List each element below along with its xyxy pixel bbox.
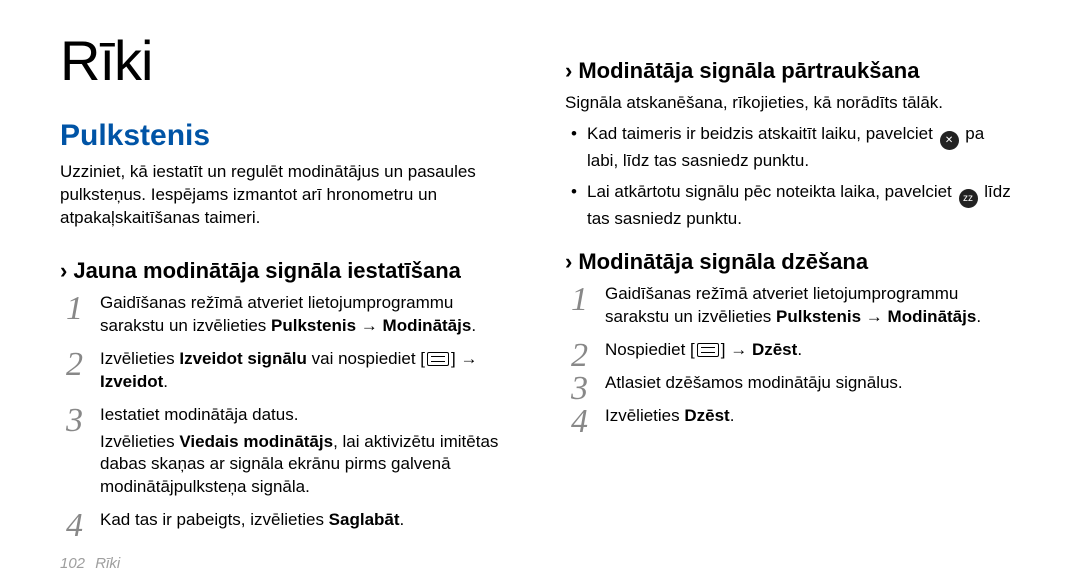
step-item: Izvēlieties Izveidot signālu vai nospied… (60, 348, 515, 394)
bullet-item: Kad taimeris ir beidzis atskaitīt laiku,… (565, 123, 1020, 173)
page-footer: 102 Rīki (60, 555, 120, 572)
page-title: Rīki (60, 28, 515, 93)
menu-icon (697, 343, 719, 357)
step-item: Nospiediet [] → Dzēst. (565, 339, 1020, 362)
menu-icon (427, 352, 449, 366)
subheading-new-alarm: › Jauna modinātāja signāla iestatīšana (60, 258, 515, 284)
section-title: Pulkstenis (60, 119, 515, 153)
step-item: Gaidīšanas režīmā atveriet lietojumprogr… (565, 283, 1020, 329)
step-item: Kad tas ir pabeigts, izvēlieties Saglabā… (60, 509, 515, 532)
subheading-label: Modinātāja signāla dzēšana (578, 249, 868, 275)
page-number: 102 (60, 555, 85, 572)
chevron-icon: › (60, 258, 67, 284)
step-item: Iestatiet modinātāja datus. Izvēlieties … (60, 404, 515, 500)
subheading-stop-alarm: › Modinātāja signāla pārtraukšana (565, 58, 1020, 84)
stop-icon: ✕ (940, 131, 959, 150)
steps-delete-alarm: Gaidīšanas režīmā atveriet lietojumprogr… (565, 283, 1020, 428)
step-item: Izvēlieties Dzēst. (565, 405, 1020, 428)
chevron-icon: › (565, 249, 572, 275)
footer-label: Rīki (95, 555, 120, 572)
subheading-delete-alarm: › Modinātāja signāla dzēšana (565, 249, 1020, 275)
subheading-label: Jauna modinātāja signāla iestatīšana (73, 258, 461, 284)
step-item: Gaidīšanas režīmā atveriet lietojumprogr… (60, 292, 515, 338)
snooze-icon: zz (959, 189, 978, 208)
intro-text: Uzziniet, kā iestatīt un regulēt modināt… (60, 161, 500, 230)
subheading-label: Modinātāja signāla pārtraukšana (578, 58, 919, 84)
bullet-list: Kad taimeris ir beidzis atskaitīt laiku,… (565, 123, 1020, 231)
bullet-item: Lai atkārtotu signālu pēc noteikta laika… (565, 181, 1020, 231)
steps-new-alarm: Gaidīšanas režīmā atveriet lietojumprogr… (60, 292, 515, 532)
step-note: Izvēlieties Viedais modinātājs, lai akti… (100, 431, 515, 500)
subtext: Signāla atskanēšana, rīkojieties, kā nor… (565, 92, 1020, 115)
step-item: Atlasiet dzēšamos modinātāju signālus. (565, 372, 1020, 395)
chevron-icon: › (565, 58, 572, 84)
